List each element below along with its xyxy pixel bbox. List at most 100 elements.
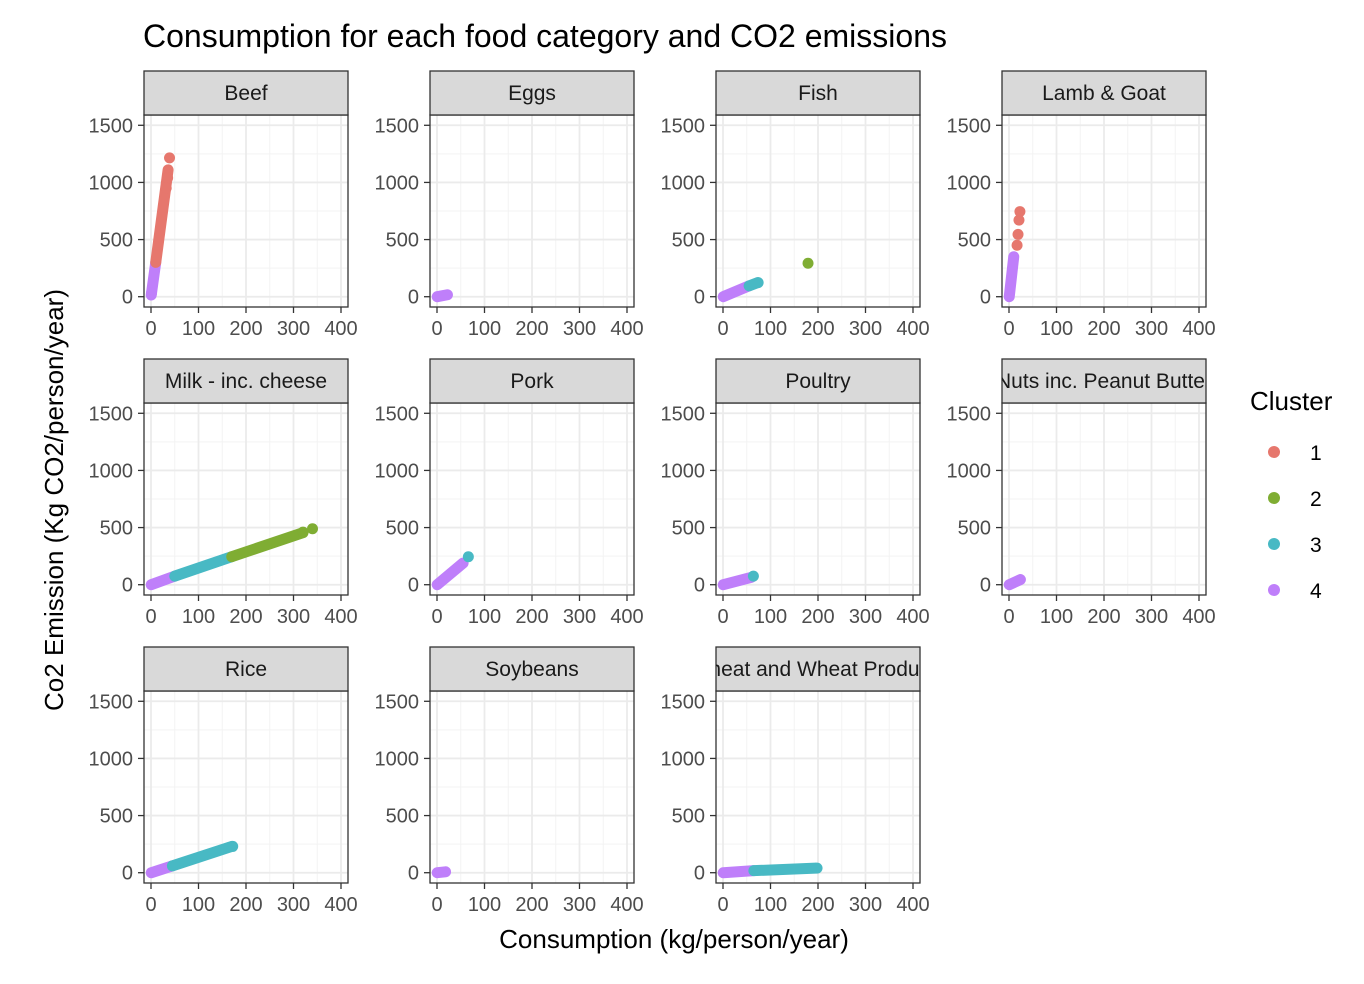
y-tick-label: 1500 xyxy=(947,403,992,425)
facet-strip xyxy=(715,358,921,404)
x-tick-label: 400 xyxy=(324,318,357,340)
x-tick-label: 300 xyxy=(563,606,596,628)
x-tick-label: 0 xyxy=(1003,318,1014,340)
legend-key-cluster-3 xyxy=(1268,538,1280,550)
cluster-1-point xyxy=(1012,228,1024,240)
y-tick-label: 1000 xyxy=(89,172,134,194)
y-tick-label: 1500 xyxy=(947,115,992,137)
panel-data xyxy=(717,862,823,879)
cluster-2-point xyxy=(297,526,309,538)
y-tick-label: 0 xyxy=(694,287,705,309)
x-tick-label: 300 xyxy=(1135,606,1168,628)
x-tick-label: 0 xyxy=(431,606,442,628)
panel-data xyxy=(717,257,814,303)
x-tick-label: 400 xyxy=(610,318,643,340)
x-tick-label: 200 xyxy=(229,606,262,628)
x-tick-label: 0 xyxy=(145,894,156,916)
x-tick-label: 100 xyxy=(754,606,787,628)
facet-strip-label: Lamb & Goat xyxy=(1042,82,1166,105)
y-tick-label: 500 xyxy=(958,518,991,540)
y-tick-label: 1000 xyxy=(375,460,420,482)
x-tick-label: 100 xyxy=(754,318,787,340)
y-tick-label: 500 xyxy=(958,230,991,252)
y-tick-label: 500 xyxy=(100,230,133,252)
x-tick-label: 100 xyxy=(182,894,215,916)
cluster-3-point xyxy=(747,570,759,582)
cluster-2-point-run xyxy=(226,527,309,563)
x-tick-label: 400 xyxy=(896,894,929,916)
facet-strip xyxy=(715,70,921,116)
facet-strip-label: Pork xyxy=(510,370,554,393)
y-tick-label: 1000 xyxy=(947,172,992,194)
x-tick-label: 300 xyxy=(277,318,310,340)
y-tick-label: 500 xyxy=(100,518,133,540)
x-tick-label: 400 xyxy=(1182,606,1215,628)
y-tick-label: 1500 xyxy=(89,403,134,425)
y-tick-label: 1000 xyxy=(661,460,706,482)
x-tick-label: 100 xyxy=(468,894,501,916)
panel-data xyxy=(145,152,176,301)
y-tick-label: 1000 xyxy=(661,748,706,770)
panel-data xyxy=(717,570,759,591)
cluster-4-point-run xyxy=(431,557,469,591)
facet-strip xyxy=(1001,358,1207,404)
x-tick-label: 200 xyxy=(229,318,262,340)
cluster-3-point-run xyxy=(166,840,238,872)
y-tick-label: 1500 xyxy=(661,691,706,713)
facet-strip xyxy=(143,358,349,404)
y-tick-label: 0 xyxy=(408,287,419,309)
facet-strip-label: Fish xyxy=(798,82,838,105)
x-tick-label: 0 xyxy=(145,318,156,340)
facet-panel: Eggs 0 500 1000 1500 0 100 200 300 400 xyxy=(375,70,644,340)
y-tick-label: 0 xyxy=(122,287,133,309)
y-tick-label: 1000 xyxy=(661,172,706,194)
panel-data xyxy=(145,523,318,591)
facet-strip-label: Eggs xyxy=(508,82,556,105)
y-tick-label: 0 xyxy=(408,863,419,885)
cluster-1-point xyxy=(160,182,172,194)
y-tick-label: 500 xyxy=(672,518,705,540)
facet-strip xyxy=(429,70,635,116)
cluster-1-point xyxy=(162,172,174,184)
x-tick-label: 400 xyxy=(896,606,929,628)
facet-panel: Lamb & Goat 0 500 1000 1500 0 100 200 300 400 xyxy=(947,70,1216,340)
cluster-1-point xyxy=(1011,239,1023,251)
x-tick-label: 400 xyxy=(1182,318,1215,340)
facet-panel: Poultry 0 500 1000 1500 0 100 200 300 400 xyxy=(661,358,930,628)
x-tick-label: 200 xyxy=(229,894,262,916)
cluster-4-point-run xyxy=(431,866,452,879)
y-tick-label: 1500 xyxy=(89,691,134,713)
facet-strip xyxy=(143,646,349,692)
x-tick-label: 0 xyxy=(717,894,728,916)
y-tick-label: 1000 xyxy=(375,172,420,194)
legend: Cluster 1 2 3 4 xyxy=(1250,386,1333,603)
panel-data xyxy=(431,866,452,879)
x-tick-label: 300 xyxy=(849,318,882,340)
facet-panel: Rice 0 500 1000 1500 0 100 200 300 400 xyxy=(89,646,358,916)
y-tick-label: 1500 xyxy=(661,115,706,137)
x-tick-label: 200 xyxy=(515,606,548,628)
facet-panel: Beef 0 500 1000 1500 0 100 200 300 400 xyxy=(89,70,358,340)
y-tick-label: 1500 xyxy=(661,403,706,425)
x-tick-label: 300 xyxy=(1135,318,1168,340)
y-tick-label: 1500 xyxy=(375,115,420,137)
chart-title: Consumption for each food category and C… xyxy=(143,18,947,54)
y-tick-label: 1500 xyxy=(375,691,420,713)
y-tick-label: 1000 xyxy=(89,748,134,770)
panel-data xyxy=(1003,206,1026,303)
y-tick-label: 500 xyxy=(386,518,419,540)
y-tick-label: 0 xyxy=(694,575,705,597)
x-tick-label: 100 xyxy=(1040,318,1073,340)
x-tick-label: 0 xyxy=(431,318,442,340)
cluster-3-point xyxy=(811,862,823,874)
x-tick-label: 100 xyxy=(182,318,215,340)
y-tick-label: 500 xyxy=(672,806,705,828)
facet-panel: Fish 0 500 1000 1500 0 100 200 300 400 xyxy=(661,70,930,340)
cluster-3-point xyxy=(462,551,474,563)
facet-strip xyxy=(143,70,349,116)
facet-panel: Pork 0 500 1000 1500 0 100 200 300 400 xyxy=(375,358,644,628)
legend-label: 2 xyxy=(1310,488,1322,511)
cluster-2-point xyxy=(802,257,814,269)
cluster-1-point xyxy=(164,152,176,164)
y-tick-label: 500 xyxy=(386,230,419,252)
